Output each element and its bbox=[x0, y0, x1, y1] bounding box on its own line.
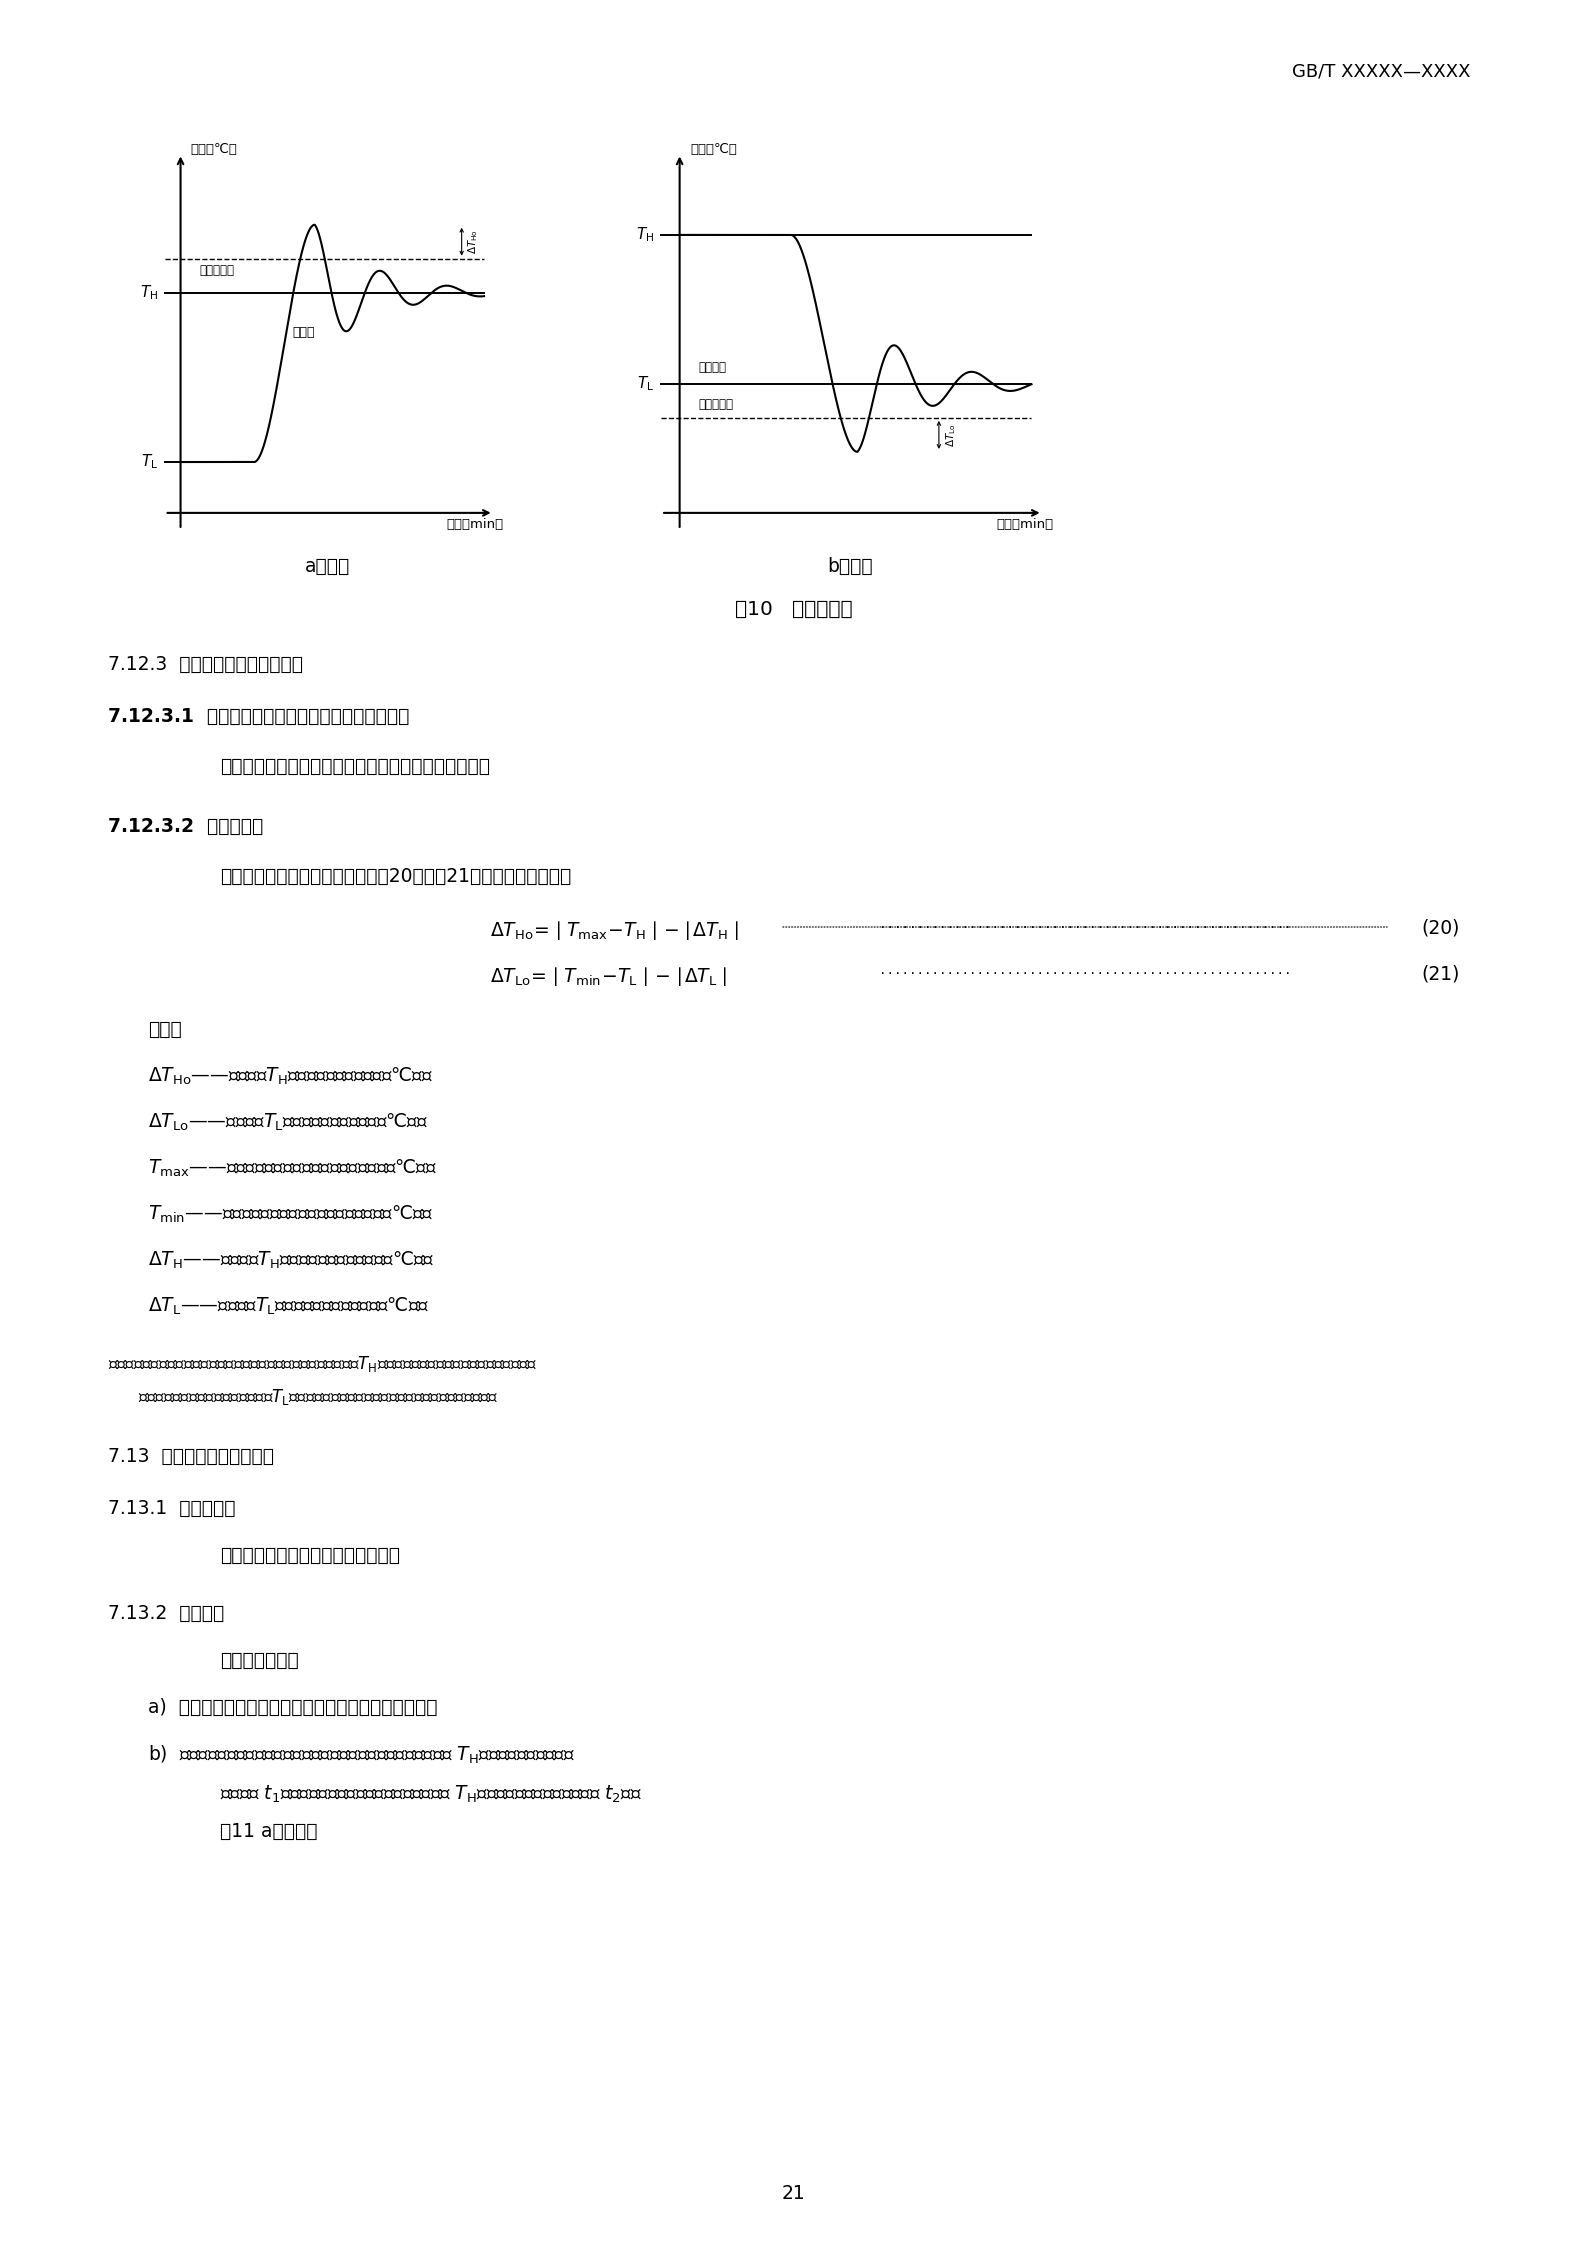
Text: $\mathit{T}_{\mathrm{L}}$: $\mathit{T}_{\mathrm{L}}$ bbox=[636, 375, 654, 393]
Text: $\mathit{T}_{\mathrm{H}}$: $\mathit{T}_{\mathrm{H}}$ bbox=[140, 283, 159, 301]
Text: $\mathit{T}_{\mathrm{H}}$: $\mathit{T}_{\mathrm{H}}$ bbox=[635, 224, 654, 245]
Text: b)  在试验筱升温（或高温恢复）过程中，当测量点温度超过设定温度 $T_{\mathrm{H}}$偏差的上限値时，记录: b) 在试验筱升温（或高温恢复）过程中，当测量点温度超过设定温度 $T_{\ma… bbox=[148, 1744, 574, 1767]
Text: 时，测量点的温度没有超过设定温度$T_{\mathrm{L}}$偏差的下限値，则不存在温度过冲，即没有温度过冲量。: 时，测量点的温度没有超过设定温度$T_{\mathrm{L}}$偏差的下限値，则… bbox=[138, 1387, 498, 1408]
Text: ·······················································: ········································… bbox=[879, 920, 1292, 934]
Text: GB/T XXXXX—XXXX: GB/T XXXXX—XXXX bbox=[1292, 63, 1470, 81]
Text: $T_{\mathrm{max}}$——测量点实测的最高温度，单位为摄氏度（℃）；: $T_{\mathrm{max}}$——测量点实测的最高温度，单位为摄氏度（℃）… bbox=[148, 1158, 436, 1179]
Text: 时间（min）: 时间（min） bbox=[446, 519, 503, 532]
Text: 7.13.2  检验步骤: 7.13.2 检验步骤 bbox=[108, 1603, 224, 1623]
Text: $\Delta T_{\mathrm{H}}$——设定温度$T_{\mathrm{H}}$允许偏差，单位为摄氏度（℃）；: $\Delta T_{\mathrm{H}}$——设定温度$T_{\mathrm… bbox=[148, 1250, 435, 1271]
Text: $\Delta T_{\mathrm{Lo}}$: $\Delta T_{\mathrm{Lo}}$ bbox=[944, 422, 959, 447]
Text: 7.12.3.2  温度过冲量: 7.12.3.2 温度过冲量 bbox=[108, 817, 263, 835]
Text: 图11 a）所示；: 图11 a）所示； bbox=[221, 1823, 317, 1841]
Text: 7.12.3  数据处理及计算检验结果: 7.12.3 数据处理及计算检验结果 bbox=[108, 656, 303, 674]
Text: ·······················································: ········································… bbox=[879, 968, 1292, 981]
Text: (20): (20) bbox=[1422, 918, 1460, 938]
Text: 7.13.1  测量点位置: 7.13.1 测量点位置 bbox=[108, 1500, 235, 1518]
Text: 时间（min）: 时间（min） bbox=[997, 519, 1054, 532]
Text: a）升温: a）升温 bbox=[305, 557, 351, 577]
Text: 7.12.3.1  将测得的温度值按测量系统的修正値修正: 7.12.3.1 将测得的温度值按测量系统的修正値修正 bbox=[108, 707, 409, 725]
Text: 检验步骤如下：: 检验步骤如下： bbox=[221, 1650, 298, 1670]
Text: $\Delta T_{\mathrm{L}}$——设定温度$T_{\mathrm{L}}$允许偏差，单位为摄氏度（℃）。: $\Delta T_{\mathrm{L}}$——设定温度$T_{\mathrm… bbox=[148, 1295, 428, 1318]
Text: 即刻时间 $t_1$。当测量点温度恢复到并稳定在设定温度 $T_{\mathrm{H}}$偏差范围内时，记录即刻时间 $t_2$，见: 即刻时间 $t_1$。当测量点温度恢复到并稳定在设定温度 $T_{\mathrm… bbox=[221, 1785, 641, 1805]
Text: 21: 21 bbox=[782, 2184, 805, 2202]
Text: 取经修正后的测量数据，按公式（20）、（21）计算温度过冲量：: 取经修正后的测量数据，按公式（20）、（21）计算温度过冲量： bbox=[221, 867, 571, 887]
Text: $\Delta T_{\mathrm{Ho}}$: $\Delta T_{\mathrm{Ho}}$ bbox=[467, 229, 481, 254]
Text: $T_{\mathrm{min}}$——测量点实测的最低温度，单位为摄氏度（℃）；: $T_{\mathrm{min}}$——测量点实测的最低温度，单位为摄氏度（℃）… bbox=[148, 1203, 433, 1226]
Text: $\Delta T_{\mathrm{Lo}}$——低温温度$T_{\mathrm{L}}$过冲量，单位为摄氏度（℃）；: $\Delta T_{\mathrm{Lo}}$——低温温度$T_{\mathr… bbox=[148, 1111, 428, 1134]
Text: (21): (21) bbox=[1422, 965, 1460, 983]
Text: 7.13  温度过冲恢复时间检验: 7.13 温度过冲恢复时间检验 bbox=[108, 1448, 275, 1466]
Text: 式中：: 式中： bbox=[148, 1019, 183, 1039]
Text: $\mathit{T}_{\mathrm{L}}$: $\mathit{T}_{\mathrm{L}}$ bbox=[141, 453, 159, 471]
Text: 设定值: 设定值 bbox=[292, 326, 314, 339]
Text: b）降温: b）降温 bbox=[827, 557, 873, 577]
Text: $\Delta T_{\mathrm{Ho}}$——高温温度$T_{\mathrm{H}}$过冲量，单位为摄氏度（℃）；: $\Delta T_{\mathrm{Ho}}$——高温温度$T_{\mathr… bbox=[148, 1066, 433, 1087]
Text: 温度下偏差: 温度下偏差 bbox=[698, 397, 733, 411]
Text: 温度上偏差: 温度上偏差 bbox=[200, 265, 235, 276]
Text: 图10   温度过冲量: 图10 温度过冲量 bbox=[735, 599, 852, 620]
Text: 设定温度: 设定温度 bbox=[698, 361, 727, 375]
Text: 注：试验筱升温（或高温恢复）时，测量点的温度没有超过设定温度$T_{\mathrm{H}}$偏差的上限値，试验筱降温（或低温恢复）: 注：试验筱升温（或高温恢复）时，测量点的温度没有超过设定温度$T_{\mathr… bbox=[108, 1354, 538, 1374]
Text: a)  温度过冲恢复时间检验与温度过冲量检验同时进行；: a) 温度过冲恢复时间检验与温度过冲量检验同时进行； bbox=[148, 1697, 438, 1717]
Text: 对所记录的测量数据，按测量系统的修正値进行修正；: 对所记录的测量数据，按测量系统的修正値进行修正； bbox=[221, 757, 490, 777]
Text: $\Delta T_{\mathrm{Ho}}\!=\!\mid T_{\mathrm{max}}\!-\!T_{\mathrm{H}}\mid\!-\!\mi: $\Delta T_{\mathrm{Ho}}\!=\!\mid T_{\mat… bbox=[490, 918, 740, 943]
Text: 测量点位置与温度过冲量位置一致。: 测量点位置与温度过冲量位置一致。 bbox=[221, 1547, 400, 1565]
Text: 温度（℃）: 温度（℃） bbox=[690, 144, 738, 157]
Text: 温度（℃）: 温度（℃） bbox=[190, 144, 236, 157]
Text: $\Delta T_{\mathrm{Lo}}\!=\!\mid T_{\mathrm{min}}\!-\!T_{\mathrm{L}}\mid\!-\!\mi: $\Delta T_{\mathrm{Lo}}\!=\!\mid T_{\mat… bbox=[490, 965, 727, 988]
